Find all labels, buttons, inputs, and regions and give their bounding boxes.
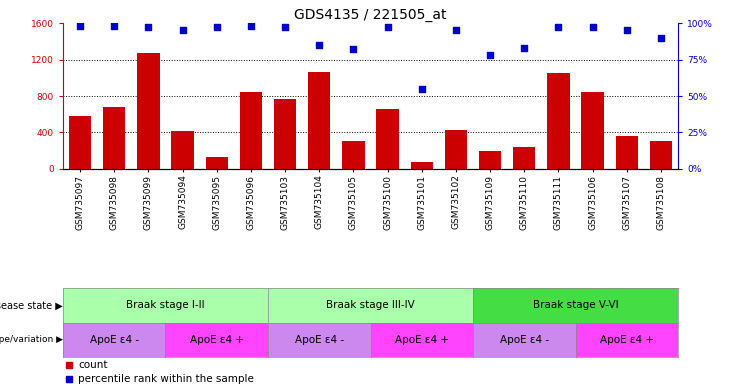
Point	[176, 27, 188, 33]
Bar	[274, 99, 296, 169]
Bar	[206, 157, 227, 169]
Bar	[445, 130, 467, 169]
Text: Braak stage V-VI: Braak stage V-VI	[533, 300, 618, 310]
Point	[621, 27, 633, 33]
Text: Braak stage III-IV: Braak stage III-IV	[326, 300, 415, 310]
Point	[655, 35, 667, 41]
Point	[210, 24, 222, 30]
Text: Braak stage I-II: Braak stage I-II	[126, 300, 205, 310]
Text: ApoE ε4 -: ApoE ε4 -	[90, 335, 139, 345]
Point	[142, 24, 154, 30]
Bar	[582, 92, 604, 169]
Bar	[171, 131, 193, 169]
Point	[108, 23, 120, 29]
Text: count: count	[79, 360, 108, 370]
Bar	[69, 116, 91, 169]
Text: disease state ▶: disease state ▶	[0, 300, 63, 310]
Point	[348, 46, 359, 52]
Text: percentile rank within the sample: percentile rank within the sample	[79, 374, 254, 384]
Text: genotype/variation ▶: genotype/variation ▶	[0, 335, 63, 344]
Point	[553, 24, 565, 30]
Bar	[548, 73, 570, 169]
Bar	[376, 109, 399, 169]
Point	[484, 52, 496, 58]
Point	[518, 45, 530, 51]
Point	[313, 42, 325, 48]
Bar	[650, 141, 672, 169]
Bar	[514, 147, 535, 169]
Bar	[103, 107, 125, 169]
Point	[382, 24, 393, 30]
Bar	[479, 151, 501, 169]
Point	[245, 23, 257, 29]
Point	[74, 23, 86, 29]
Bar	[240, 92, 262, 169]
Point	[587, 24, 599, 30]
Text: ApoE ε4 -: ApoE ε4 -	[295, 335, 344, 345]
Text: ApoE ε4 +: ApoE ε4 +	[395, 335, 449, 345]
Text: ApoE ε4 -: ApoE ε4 -	[499, 335, 549, 345]
Text: ApoE ε4 +: ApoE ε4 +	[190, 335, 244, 345]
Text: ApoE ε4 +: ApoE ε4 +	[599, 335, 654, 345]
Bar	[411, 162, 433, 169]
Bar	[616, 136, 638, 169]
Bar	[308, 72, 330, 169]
Point	[279, 24, 291, 30]
Title: GDS4135 / 221505_at: GDS4135 / 221505_at	[294, 8, 447, 22]
Point	[450, 27, 462, 33]
Bar	[342, 141, 365, 169]
Point	[416, 86, 428, 92]
Bar	[137, 53, 159, 169]
